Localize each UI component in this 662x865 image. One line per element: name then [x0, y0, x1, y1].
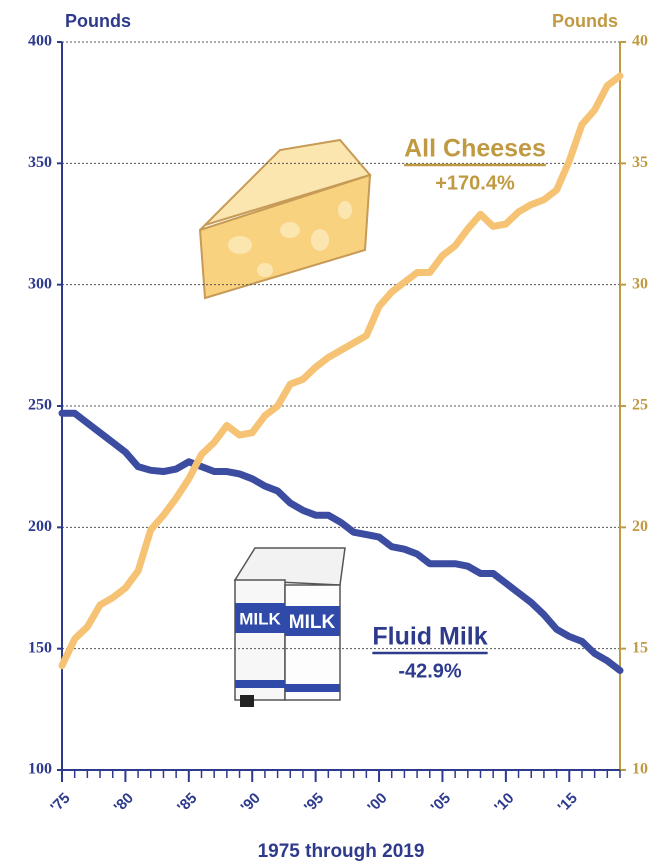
series-label: Fluid Milk — [372, 623, 487, 651]
y2-axis-label: Pounds — [552, 11, 618, 31]
y2-tick-label: 20 — [632, 518, 648, 535]
y-tick-label: 350 — [28, 154, 52, 171]
y-tick-label: 100 — [28, 761, 52, 778]
x-tick-label: '75 — [47, 790, 73, 816]
y-tick-label: 150 — [28, 639, 52, 656]
y2-tick-label: 35 — [632, 154, 648, 171]
x-tick-label: '90 — [238, 790, 264, 816]
x-tick-label: '05 — [428, 790, 454, 816]
series-change-label: -42.9% — [398, 660, 462, 682]
svg-text:MILK: MILK — [289, 612, 336, 633]
series-change-label: +170.4% — [435, 172, 515, 194]
series-label: All Cheeses — [404, 135, 546, 163]
y2-tick-label: 10 — [632, 761, 648, 778]
y-tick-label: 300 — [28, 275, 52, 292]
x-tick-label: '85 — [174, 790, 200, 816]
x-tick-label: '10 — [491, 790, 517, 816]
chart: MILK MILK Pounds Pounds 1975 through 201… — [0, 0, 662, 865]
x-tick-label: '80 — [111, 790, 137, 816]
y2-tick-label: 30 — [632, 275, 648, 292]
y2-tick-label: 25 — [632, 397, 648, 414]
y-tick-label: 250 — [28, 397, 52, 414]
x-axis-label: 1975 through 2019 — [258, 841, 425, 862]
page: {"chart_data": { "type": "line", "y_labe… — [0, 0, 662, 865]
y-axis-label: Pounds — [65, 11, 131, 31]
cheese-illustration — [200, 140, 370, 298]
y-tick-label: 200 — [28, 518, 52, 535]
y2-tick-label: 40 — [632, 33, 648, 50]
x-tick-label: '15 — [555, 790, 581, 816]
y-tick-label: 400 — [28, 33, 52, 50]
y2-tick-label: 15 — [632, 639, 648, 656]
x-tick-label: '00 — [364, 790, 390, 816]
svg-text:MILK: MILK — [239, 609, 281, 628]
x-tick-label: '95 — [301, 790, 327, 816]
milk-carton-illustration: MILK MILK — [235, 548, 345, 707]
